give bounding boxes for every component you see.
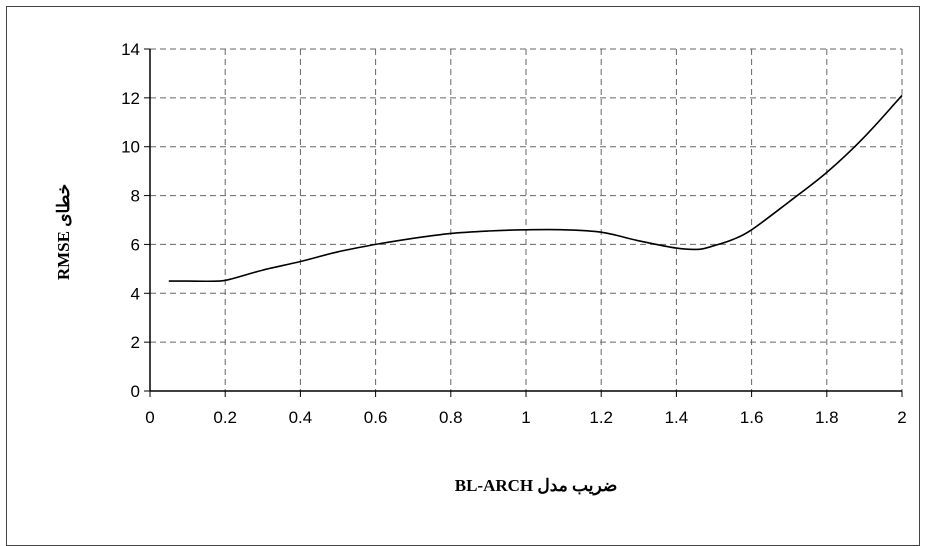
grid-lines [150,48,903,391]
y-tick-label: 4 [131,284,140,303]
x-tick-label: 0 [145,408,154,427]
y-tick-label: 2 [131,333,140,352]
series-line-0 [168,94,903,283]
y-tick-label: 8 [131,187,140,206]
x-tick-label: 1 [521,408,530,427]
chart-frame: 0 0.2 0.4 0.6 0.8 1 1.2 1.4 1.6 1.8 2 0 2 4 6 8 10 12 14 … [6,6,920,546]
x-axis-title: ضریب مدل BL-ARCH [455,476,618,496]
y-tick-label: 12 [121,89,140,108]
y-axis-ticks: 0 2 4 6 8 10 12 14 [121,40,150,401]
x-tick-label: 1.2 [589,408,613,427]
y-axis-title: خطای RMSE [54,184,73,280]
x-tick-label: 0.6 [364,408,388,427]
line-chart: 0 0.2 0.4 0.6 0.8 1 1.2 1.4 1.6 1.8 2 02468101214 … [54,40,907,496]
y-tick-label: 6 [131,235,140,254]
x-tick-label: 0.8 [439,408,463,427]
x-axis-ticks: 0 0.2 0.4 0.6 0.8 1 1.2 1.4 1.6 1.8 2 [145,391,907,427]
y-tick-label: 10 [121,138,140,157]
x-tick-label: 0.4 [289,408,313,427]
x-tick-label: 2 [897,408,906,427]
x-tick-label: 0.2 [213,408,237,427]
x-tick-label: 1.4 [665,408,689,427]
series-group [168,94,903,283]
y-tick-label: 14 [121,40,140,59]
y-tick-label: 0 [131,382,140,401]
x-tick-label: 1.6 [740,408,764,427]
x-tick-label: 1.8 [815,408,839,427]
